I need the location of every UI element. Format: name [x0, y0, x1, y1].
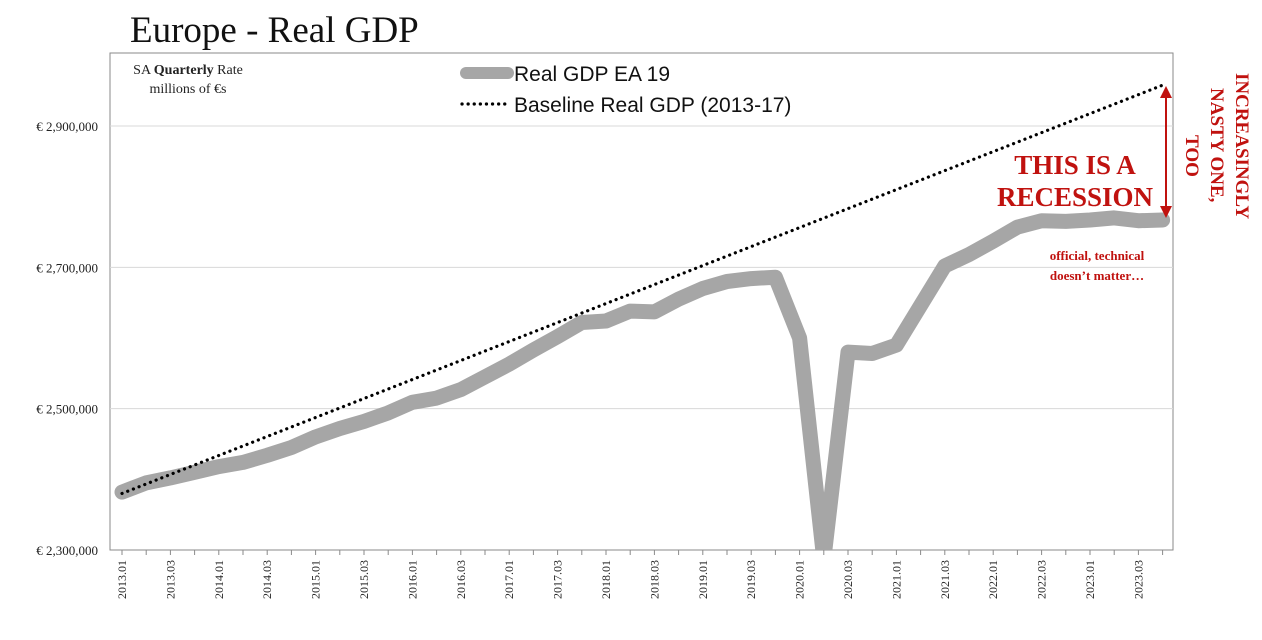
y-tick-label: € 2,900,000 — [36, 119, 98, 134]
x-axis: 2013.01 2013.03 2014.01 2014.03 2015.01 2015.… — [115, 550, 1164, 599]
annotation-vertical-line1: INCREASINGLY — [1231, 73, 1252, 219]
x-tick-label: 2013.03 — [163, 560, 177, 599]
annotation-note-line1: official, technical — [1050, 248, 1145, 263]
annotation-vertical-line3: TOO — [1181, 135, 1202, 177]
x-tick-label: 2016.01 — [405, 560, 419, 599]
series-real-gdp-line — [114, 210, 1171, 550]
plot-area — [109, 52, 1174, 551]
x-tick-label: 2017.01 — [502, 560, 516, 599]
legend-label-baseline: Baseline Real GDP (2013-17) — [514, 94, 791, 117]
chart-subtitle-units: millions of €s — [149, 82, 226, 97]
subtitle-bold: Quarterly — [154, 63, 214, 78]
x-tick-label: 2022.01 — [986, 560, 1000, 599]
x-tick-label: 2020.01 — [793, 560, 807, 599]
annotation-recession-line2: RECESSION — [997, 182, 1154, 212]
x-tick-label: 2015.03 — [357, 560, 371, 599]
chart-subtitle: SA Quarterly Rate — [133, 63, 243, 78]
x-tick-label: 2013.01 — [115, 560, 129, 599]
x-tick-label: 2015.01 — [309, 560, 323, 599]
legend: Real GDP EA 19 Baseline Real GDP (2013-1… — [460, 63, 791, 117]
x-tick-label: 2014.01 — [212, 560, 226, 599]
annotation-note-line2: doesn’t matter… — [1050, 268, 1144, 283]
x-tick-label: 2023.01 — [1083, 560, 1097, 599]
x-tick-label: 2017.03 — [551, 560, 565, 599]
x-tick-label: 2018.03 — [647, 560, 661, 599]
x-tick-label: 2016.03 — [454, 560, 468, 599]
subtitle-suffix: Rate — [214, 63, 243, 78]
y-axis: € 2,300,000 € 2,500,000 € 2,700,000 € 2,900… — [36, 119, 98, 558]
annotations: THIS IS A RECESSION official, technical … — [997, 73, 1252, 283]
x-tick-label: 2021.01 — [889, 560, 903, 599]
x-tick-label: 2021.03 — [938, 560, 952, 599]
x-tick-label: 2014.03 — [260, 560, 274, 599]
x-tick-label: 2022.03 — [1035, 560, 1049, 599]
y-tick-label: € 2,700,000 — [36, 260, 98, 275]
annotation-vertical-text: INCREASINGLY NASTY ONE, TOO — [1181, 73, 1252, 219]
x-tick-label: 2023.03 — [1131, 560, 1145, 599]
y-tick-label: € 2,300,000 — [36, 543, 98, 558]
x-tick-label: 2019.03 — [744, 560, 758, 599]
y-tick-label: € 2,500,000 — [36, 402, 98, 417]
subtitle-prefix: SA — [133, 63, 154, 78]
legend-label-real-gdp: Real GDP EA 19 — [514, 63, 670, 86]
x-tick-label: 2019.01 — [696, 560, 710, 599]
annotation-vertical-line2: NASTY ONE, — [1206, 88, 1227, 203]
annotation-recession-line1: THIS IS A — [1014, 150, 1136, 180]
gridlines — [110, 125, 1173, 410]
series-baseline-line — [120, 81, 1169, 496]
x-tick-label: 2020.03 — [841, 560, 855, 599]
x-tick-label: 2018.01 — [599, 560, 613, 599]
chart-title: Europe - Real GDP — [130, 10, 419, 51]
